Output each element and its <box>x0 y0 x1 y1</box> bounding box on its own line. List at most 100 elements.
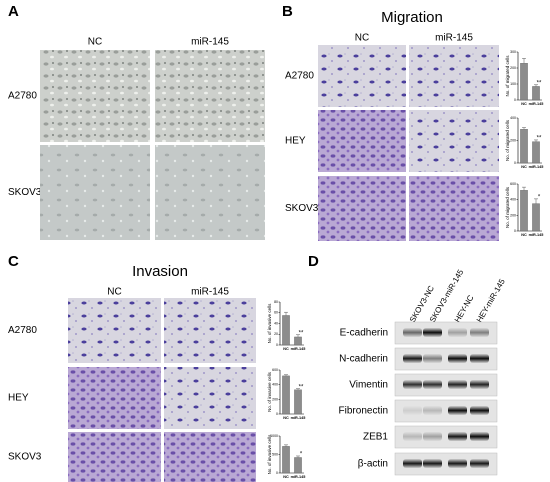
y-tick-label: 0 <box>514 98 516 102</box>
panel-label: B <box>282 3 293 20</box>
error-bar <box>296 388 300 390</box>
bar <box>282 375 290 415</box>
micrograph <box>409 176 499 241</box>
error-bar <box>284 311 288 316</box>
y-tick-label: 60 <box>274 311 278 315</box>
y-tick-label: 200 <box>510 138 516 142</box>
y-tick-label: 200 <box>272 397 278 401</box>
annotation: * <box>300 452 303 458</box>
micrograph <box>68 367 161 429</box>
micrograph <box>155 50 265 142</box>
row-label: SKOV3 <box>8 452 42 463</box>
y-tick-label: 500 <box>272 452 278 456</box>
column-header: NC <box>107 287 121 298</box>
panel-label: A <box>8 3 19 20</box>
row-label: HEY <box>8 393 29 404</box>
y-tick-label: 300 <box>510 50 516 54</box>
blot-band <box>403 380 422 389</box>
y-tick-label: 400 <box>510 116 516 120</box>
micrograph <box>68 432 161 482</box>
micrograph <box>40 145 150 240</box>
error-bar <box>284 374 288 376</box>
blot-band <box>423 459 442 468</box>
column-header: miR-145 <box>191 37 229 48</box>
blot-band <box>448 432 467 441</box>
column-header: NC <box>88 37 102 48</box>
x-tick-label: miR-145 <box>291 416 306 420</box>
micrograph <box>318 176 406 241</box>
blot-band <box>403 432 422 441</box>
bar <box>520 63 528 101</box>
x-tick-label: miR-145 <box>291 475 306 479</box>
x-tick-label: NC <box>521 102 527 106</box>
blot-band <box>448 406 467 415</box>
protein-label: Fibronectin <box>339 406 388 417</box>
annotation: ** <box>299 330 304 336</box>
panel-title: Invasion <box>132 263 188 280</box>
y-tick-label: 1000 <box>270 434 278 438</box>
y-axis-label: No. of migrated cells <box>505 119 510 161</box>
blot-strip <box>394 321 498 345</box>
blot-strip <box>394 452 498 476</box>
bar <box>532 141 540 164</box>
micrograph <box>40 50 150 142</box>
micrograph <box>409 45 499 107</box>
micrograph <box>164 367 256 429</box>
y-axis-label: No. of invasive cells <box>267 371 272 412</box>
x-tick-label: miR-145 <box>529 165 544 169</box>
row-label: A2780 <box>8 91 37 102</box>
row-label: SKOV3 <box>8 187 42 198</box>
y-tick-label: 400 <box>510 198 516 202</box>
x-tick-label: NC <box>521 233 527 237</box>
micrograph <box>164 298 256 363</box>
blot-strip <box>394 425 498 449</box>
blot-strip <box>394 399 498 423</box>
bar <box>294 457 302 474</box>
x-tick-label: miR-145 <box>529 233 544 237</box>
error-bar <box>534 139 538 142</box>
blot-band <box>403 328 422 337</box>
panel-label: D <box>308 253 319 270</box>
micrograph <box>164 432 256 482</box>
annotation: * <box>538 194 541 200</box>
x-tick-label: NC <box>283 416 289 420</box>
blot-band <box>403 354 422 363</box>
blot-strip <box>394 373 498 397</box>
bar <box>520 190 528 232</box>
blot-band <box>470 432 489 441</box>
error-bar <box>296 334 300 337</box>
x-tick-label: NC <box>283 475 289 479</box>
y-tick-label: 80 <box>274 300 278 304</box>
error-bar <box>534 84 538 87</box>
x-tick-label: miR-145 <box>291 347 306 351</box>
annotation: ** <box>537 136 542 142</box>
y-axis-label: No. of invasive cells <box>267 303 272 344</box>
blot-band <box>423 328 442 337</box>
y-tick-label: 0 <box>514 161 516 165</box>
blot-band <box>448 459 467 468</box>
blot-band <box>448 380 467 389</box>
x-tick-label: miR-145 <box>529 102 544 106</box>
y-tick-label: 600 <box>510 182 516 186</box>
protein-label: β-actin <box>358 459 388 470</box>
micrograph <box>155 145 265 240</box>
error-bar <box>522 58 526 64</box>
panel-title: Migration <box>381 9 443 26</box>
blot-band <box>403 459 422 468</box>
protein-label: N-cadherin <box>339 354 388 365</box>
blot-band <box>470 380 489 389</box>
micrograph <box>318 45 406 107</box>
error-bar <box>522 127 526 130</box>
y-tick-label: 100 <box>510 82 516 86</box>
bar <box>294 336 302 346</box>
y-tick-label: 0 <box>276 412 278 416</box>
bar <box>282 446 290 474</box>
x-tick-label: NC <box>521 165 527 169</box>
y-tick-label: 40 <box>274 321 278 325</box>
row-label: A2780 <box>8 325 37 336</box>
panel-label: C <box>8 253 19 270</box>
blot-band <box>470 459 489 468</box>
x-tick-label: NC <box>283 347 289 351</box>
bar <box>520 129 528 164</box>
